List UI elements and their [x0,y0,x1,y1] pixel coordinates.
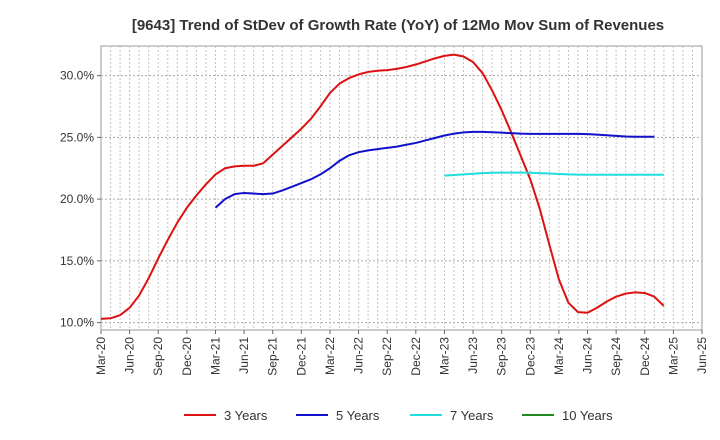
chart-title: [9643] Trend of StDev of Growth Rate (Yo… [132,17,664,34]
x-tick-label: Dec-21 [294,337,308,376]
x-tick-label: Jun-25 [695,337,709,374]
x-tick-label: Mar-22 [323,337,337,375]
x-tick-label: Jun-23 [466,337,480,374]
x-tick-label: Sep-23 [495,337,509,376]
x-tick-label: Sep-22 [380,337,394,376]
x-tick-label: Dec-23 [523,337,537,376]
legend-label-7-years: 7 Years [450,408,494,423]
x-tick-label: Mar-21 [208,337,222,375]
series-line-7-years [444,171,664,177]
legend-label-3-years: 3 Years [224,408,268,423]
legend-label-10-years: 10 Years [562,408,613,423]
y-tick-label: 20.0% [60,192,94,206]
x-tick-label: Mar-25 [666,337,680,375]
x-tick-label: Mar-20 [94,337,108,375]
x-tick-label: Dec-20 [180,337,194,376]
x-tick-label: Dec-22 [409,337,423,376]
x-tick-label: Jun-20 [123,337,137,374]
series-lines [100,53,665,320]
y-tick-label: 15.0% [60,254,94,268]
x-tick-label: Sep-20 [151,337,165,376]
legend: 3 Years 5 Years 7 Years 10 Years [184,408,613,423]
x-tick-label: Sep-21 [266,337,280,376]
x-axis: Mar-20 Jun-20 Sep-20 Dec-20 Mar-21 Jun-21 Sep-… [94,330,709,376]
x-tick-label: Dec-24 [638,337,652,376]
plot-area [100,45,703,331]
x-tick-label: Mar-24 [552,337,566,375]
x-tick-label: Jun-21 [237,337,251,374]
grid [101,46,702,330]
x-tick-label: Jun-24 [581,337,595,374]
legend-label-5-years: 5 Years [336,408,380,423]
x-tick-label: Mar-23 [437,337,451,375]
series-line-3-years [100,53,665,320]
x-tick-label: Sep-24 [609,337,623,376]
series-line-5-years [214,130,655,209]
y-tick-label: 10.0% [60,316,94,330]
y-tick-label: 30.0% [60,69,94,83]
x-tick-label: Jun-22 [352,337,366,374]
y-tick-label: 25.0% [60,130,94,144]
y-axis: 10.0% 15.0% 20.0% 25.0% 30.0% [60,69,101,330]
